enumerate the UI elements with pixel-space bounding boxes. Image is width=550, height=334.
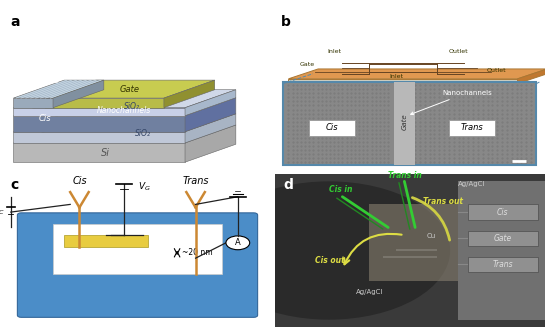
- Text: Trans: Trans: [492, 260, 513, 269]
- Text: Outlet: Outlet: [448, 49, 468, 54]
- Text: Cis: Cis: [39, 115, 51, 123]
- Bar: [53, 224, 222, 274]
- Circle shape: [226, 236, 250, 250]
- Text: SiO₂: SiO₂: [124, 102, 140, 111]
- Polygon shape: [13, 90, 236, 108]
- Text: Nanochannels: Nanochannels: [411, 90, 492, 115]
- FancyBboxPatch shape: [468, 257, 538, 272]
- Polygon shape: [13, 98, 53, 108]
- Text: Trans: Trans: [37, 76, 60, 85]
- Polygon shape: [164, 80, 215, 108]
- Text: Trans in: Trans in: [388, 171, 422, 180]
- Text: Gate: Gate: [120, 85, 140, 94]
- Text: Nanochannels: Nanochannels: [97, 106, 151, 115]
- Text: Cis: Cis: [72, 176, 87, 186]
- Text: Outlet: Outlet: [486, 68, 506, 73]
- Text: SiO₂: SiO₂: [135, 129, 151, 138]
- Text: Trans: Trans: [460, 123, 483, 132]
- Polygon shape: [289, 69, 547, 79]
- Text: Inlet: Inlet: [327, 49, 342, 54]
- Bar: [458, 181, 544, 320]
- Text: Ag/AgCl: Ag/AgCl: [356, 289, 383, 295]
- Bar: [383, 256, 437, 258]
- Polygon shape: [185, 125, 236, 162]
- Circle shape: [207, 181, 450, 320]
- Polygon shape: [289, 79, 518, 84]
- Text: Gate: Gate: [493, 234, 512, 243]
- Text: Cis: Cis: [325, 123, 338, 132]
- Polygon shape: [185, 114, 236, 143]
- Polygon shape: [13, 125, 236, 143]
- FancyBboxPatch shape: [468, 230, 538, 246]
- Polygon shape: [45, 98, 164, 108]
- Polygon shape: [13, 143, 185, 162]
- Text: Cis out: Cis out: [316, 256, 345, 265]
- FancyBboxPatch shape: [18, 213, 257, 317]
- Text: Gate: Gate: [300, 62, 315, 67]
- Text: Inlet: Inlet: [389, 74, 403, 79]
- FancyBboxPatch shape: [449, 120, 494, 136]
- Bar: [370, 204, 477, 281]
- Bar: [283, 82, 536, 165]
- Text: c: c: [11, 178, 19, 192]
- Polygon shape: [185, 90, 236, 116]
- Bar: [396, 249, 437, 250]
- Text: A: A: [235, 238, 241, 247]
- Text: Ag/AgCl: Ag/AgCl: [458, 181, 486, 187]
- Text: $V_C$: $V_C$: [0, 204, 4, 217]
- Bar: [64, 235, 148, 247]
- Text: d: d: [283, 178, 293, 192]
- Text: Trans: Trans: [183, 176, 209, 186]
- Polygon shape: [53, 80, 104, 108]
- Polygon shape: [185, 98, 236, 132]
- Polygon shape: [13, 80, 104, 98]
- Polygon shape: [13, 98, 236, 116]
- Text: Trans out: Trans out: [424, 197, 463, 206]
- Text: a: a: [11, 15, 20, 29]
- Polygon shape: [13, 116, 185, 132]
- Polygon shape: [13, 108, 185, 116]
- Text: Cis: Cis: [497, 208, 509, 216]
- FancyBboxPatch shape: [309, 120, 355, 136]
- Polygon shape: [13, 114, 236, 132]
- Text: Si: Si: [101, 148, 111, 158]
- FancyBboxPatch shape: [468, 204, 538, 220]
- Text: $V_G$: $V_G$: [138, 180, 150, 193]
- Text: b: b: [280, 15, 290, 29]
- Polygon shape: [45, 80, 214, 98]
- Polygon shape: [13, 132, 185, 143]
- Polygon shape: [518, 69, 547, 84]
- Text: Cu: Cu: [427, 233, 436, 239]
- Text: Gate: Gate: [402, 114, 408, 130]
- Text: ~20 nm: ~20 nm: [183, 248, 213, 257]
- Text: Cis in: Cis in: [329, 185, 352, 194]
- Bar: [394, 82, 415, 165]
